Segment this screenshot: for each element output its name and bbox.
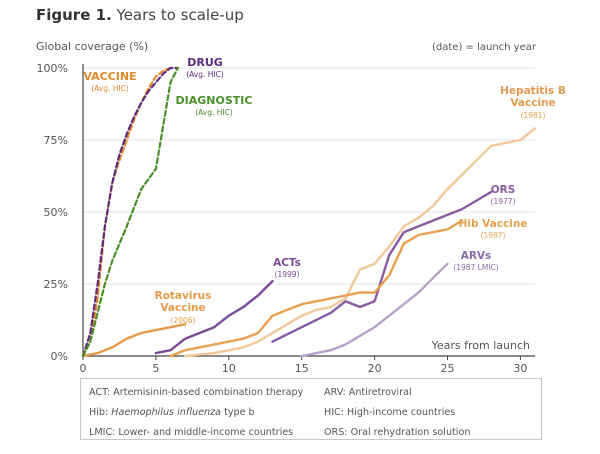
series-label-hib: (1987) <box>481 231 506 240</box>
series-label-hepb: Vaccine <box>510 97 555 109</box>
legend-act: ACT: Artemisinin-based combination thera… <box>89 387 304 398</box>
y-grid <box>83 67 535 285</box>
launch-year-note: (date) = launch year <box>432 42 537 53</box>
x-tick-label: 25 <box>441 362 455 375</box>
series-label-vaccine: VACCINE <box>83 70 136 83</box>
series-label-hib: Hib Vaccine <box>459 218 528 230</box>
series-label-rota: (2006) <box>171 316 196 325</box>
series-labels: VACCINE(Avg. HIC)DRUG(Avg. HIC)DIAGNOSTI… <box>83 56 565 325</box>
legend-lmic: LMIC: Lower- and middle-income countries <box>89 427 294 438</box>
series-label-ors: (1977) <box>491 197 516 206</box>
legend-hib-italic: Haemophilus influenza <box>111 407 222 418</box>
figure-title: Figure 1. Years to scale-up <box>36 6 244 24</box>
legend-hib: Hib: Haemophilus influenza type b <box>89 403 324 423</box>
y-tick-label: 50% <box>44 206 68 219</box>
series-line-drug <box>81 66 179 358</box>
series-label-diagnostic: (Avg. HIC) <box>195 108 233 117</box>
series-label-rota: Rotavirus <box>155 290 212 302</box>
series-label-acts: ACTs <box>273 257 301 269</box>
series-line-diagnostic <box>81 66 179 358</box>
series-label-drug: DRUG <box>187 56 223 69</box>
x-tick-label: 5 <box>152 362 159 375</box>
x-tick-label: 30 <box>513 362 527 375</box>
x-tick-label: 20 <box>368 362 382 375</box>
figure-title-text: Years to scale-up <box>116 6 244 24</box>
series-line-ors <box>271 190 493 343</box>
x-tick-label: 0 <box>80 362 87 375</box>
series-label-arvs: (1987 LMIC) <box>453 263 498 272</box>
series-line-hepb <box>183 127 537 358</box>
series-label-hepb: Hepatitis B <box>500 85 566 97</box>
y-tick-label: 75% <box>44 134 68 147</box>
series-label-arvs: ARVs <box>461 250 492 262</box>
legend-hib-suffix: type b <box>221 407 255 418</box>
series-line-hib <box>169 219 464 358</box>
legend-hib-prefix: Hib: <box>89 407 112 418</box>
series-label-rota: Vaccine <box>160 302 205 314</box>
legend-ors: ORS: Oral rehydration solution <box>324 427 471 438</box>
series-lines <box>81 66 537 358</box>
series-label-diagnostic: DIAGNOSTIC <box>176 94 253 107</box>
y-tick-label: 25% <box>44 278 68 291</box>
series-label-acts: (1999) <box>275 270 300 279</box>
figure-label: Figure 1. <box>36 6 112 24</box>
series-line-arvs <box>300 262 449 358</box>
ticks: 0% 25% 50% 75% 100% 0 5 10 15 20 25 30 <box>37 62 528 375</box>
series-line-acts <box>154 279 274 355</box>
legend-hic: HIC: High-income countries <box>324 407 456 418</box>
series-line-rota <box>81 323 187 358</box>
legend-arv: ARV: Antiretroviral <box>324 387 412 398</box>
abbreviation-legend: ACT: Artemisinin-based combination thera… <box>80 378 542 440</box>
y-tick-label: 100% <box>37 62 68 75</box>
series-label-vaccine: (Avg. HIC) <box>91 84 129 93</box>
x-tick-label: 10 <box>222 362 236 375</box>
coverage-chart: Global coverage (%) (date) = launch year… <box>36 40 566 375</box>
series-label-drug: (Avg. HIC) <box>186 70 224 79</box>
series-label-hepb: (1981) <box>521 111 546 120</box>
y-axis-label: Global coverage (%) <box>36 40 148 53</box>
y-tick-label: 0% <box>51 350 68 363</box>
series-label-ors: ORS <box>491 184 516 196</box>
x-tick-label: 15 <box>295 362 309 375</box>
series-line-vaccine <box>81 66 172 358</box>
x-axis-label: Years from launch <box>431 339 530 352</box>
